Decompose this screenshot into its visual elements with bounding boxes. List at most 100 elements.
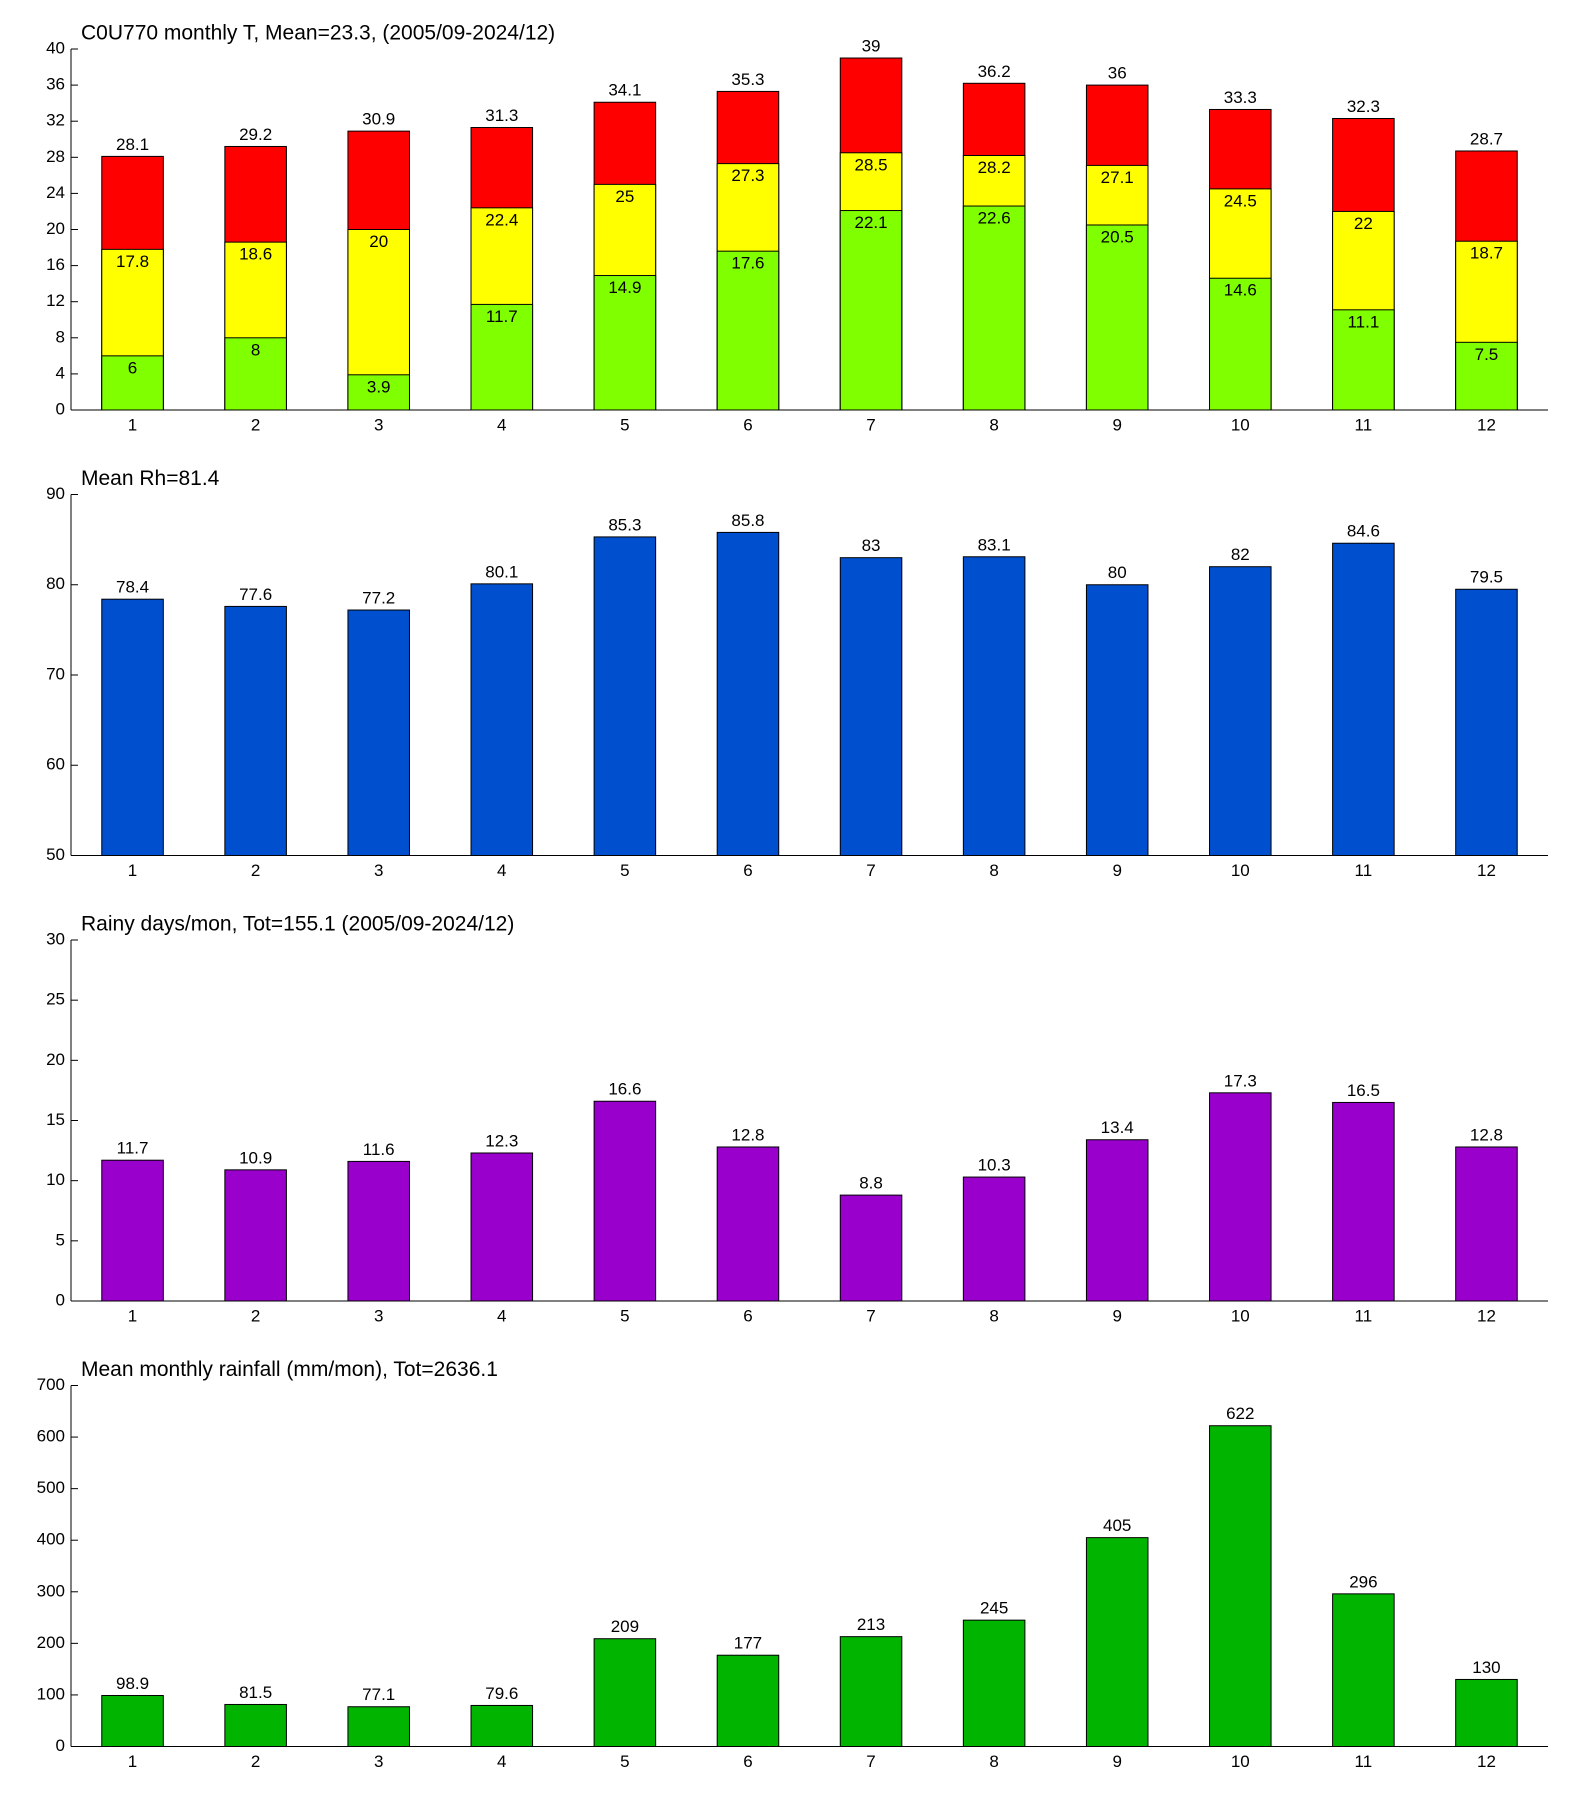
value-label: 17.8 [116,252,149,271]
value-label: 27.3 [731,166,764,185]
value-label: 22.4 [485,210,518,229]
bar [101,1159,164,1302]
bar [962,1619,1026,1748]
bar [1085,1139,1149,1302]
chart-title: C0U770 monthly T, Mean=23.3, (2005/09-20… [81,22,555,45]
x-tick-label: 3 [374,861,383,880]
value-label: 84.6 [1347,522,1380,541]
y-tick-label: 90 [46,484,65,503]
value-label: 3.9 [367,377,391,396]
y-tick-label: 0 [56,1736,65,1755]
y-tick-label: 30 [46,929,65,948]
bar [839,557,903,856]
x-tick-label: 7 [866,861,875,880]
value-label: 7.5 [1475,345,1499,364]
bar [716,250,780,411]
bar [1332,1593,1395,1747]
y-tick-label: 4 [56,363,65,382]
x-tick-label: 9 [1112,1306,1121,1325]
value-label: 85.8 [731,511,764,530]
bar [962,1176,1026,1302]
value-label: 177 [734,1634,762,1653]
x-tick-label: 1 [128,1752,137,1771]
value-label: 32.3 [1347,97,1380,116]
y-tick-label: 60 [46,755,65,774]
bar [716,531,780,857]
value-label: 14.6 [1224,281,1257,300]
chart-title: Mean Rh=81.4 [81,467,220,490]
bar [1332,309,1395,411]
value-label: 18.6 [239,245,272,264]
bar [101,1694,164,1747]
value-label: 209 [611,1617,639,1636]
value-label: 28.1 [116,135,149,154]
bar [593,1638,657,1747]
value-label: 12.8 [1470,1125,1503,1144]
y-tick-label: 20 [46,219,65,238]
x-tick-label: 11 [1355,861,1373,880]
x-tick-label: 5 [620,861,629,880]
y-tick-label: 24 [46,183,65,202]
value-label: 39 [862,37,881,56]
value-label: 78.4 [116,578,149,597]
chart-title: Rainy days/mon, Tot=155.1 (2005/09-2024/… [81,913,514,936]
x-tick-label: 5 [620,1752,629,1771]
value-label: 6 [128,358,137,377]
y-tick-label: 28 [46,147,65,166]
x-tick-label: 7 [866,415,875,434]
value-label: 8.8 [859,1174,883,1193]
x-tick-label: 12 [1477,1306,1496,1325]
x-tick-label: 8 [989,1752,998,1771]
x-tick-label: 10 [1231,1752,1250,1771]
x-tick-label: 4 [497,1752,506,1771]
y-tick-label: 300 [37,1581,65,1600]
x-tick-label: 12 [1477,1752,1496,1771]
value-label: 22 [1354,214,1373,233]
x-tick-label: 3 [374,1752,383,1771]
x-tick-label: 2 [251,1752,260,1771]
x-tick-label: 6 [743,1752,752,1771]
bar [962,205,1026,411]
bar [593,536,657,856]
x-tick-label: 3 [374,415,383,434]
value-label: 18.7 [1470,244,1503,263]
value-label: 36.2 [978,62,1011,81]
bar [1332,542,1395,856]
x-tick-label: 2 [251,415,260,434]
value-label: 29.2 [239,125,272,144]
value-label: 14.9 [608,278,641,297]
bar [347,1706,410,1747]
value-label: 83.1 [978,535,1011,554]
x-tick-label: 1 [128,1306,137,1325]
bar [470,303,534,411]
value-label: 24.5 [1224,191,1257,210]
y-tick-label: 0 [56,1290,65,1309]
bar [1085,584,1149,856]
value-label: 34.1 [608,81,641,100]
value-label: 20.5 [1101,227,1134,246]
bar [716,1146,780,1302]
value-label: 27.1 [1101,168,1134,187]
value-label: 11.1 [1347,312,1379,331]
y-tick-label: 36 [46,75,65,94]
x-tick-label: 5 [620,1306,629,1325]
y-tick-label: 5 [56,1230,65,1249]
bar [962,556,1026,857]
bar [1209,277,1272,411]
value-label: 22.6 [978,209,1011,228]
x-tick-label: 12 [1477,415,1496,434]
bar [1209,566,1272,856]
x-tick-label: 8 [989,415,998,434]
value-label: 77.2 [362,589,395,608]
x-tick-label: 7 [866,1306,875,1325]
bar [224,337,287,411]
value-label: 11.6 [363,1140,395,1159]
value-label: 17.3 [1224,1071,1257,1090]
y-tick-label: 80 [46,574,65,593]
value-label: 28.5 [854,155,887,174]
value-label: 16.5 [1347,1081,1380,1100]
bar [716,1654,780,1748]
value-label: 10.3 [978,1156,1011,1175]
x-tick-label: 1 [128,415,137,434]
